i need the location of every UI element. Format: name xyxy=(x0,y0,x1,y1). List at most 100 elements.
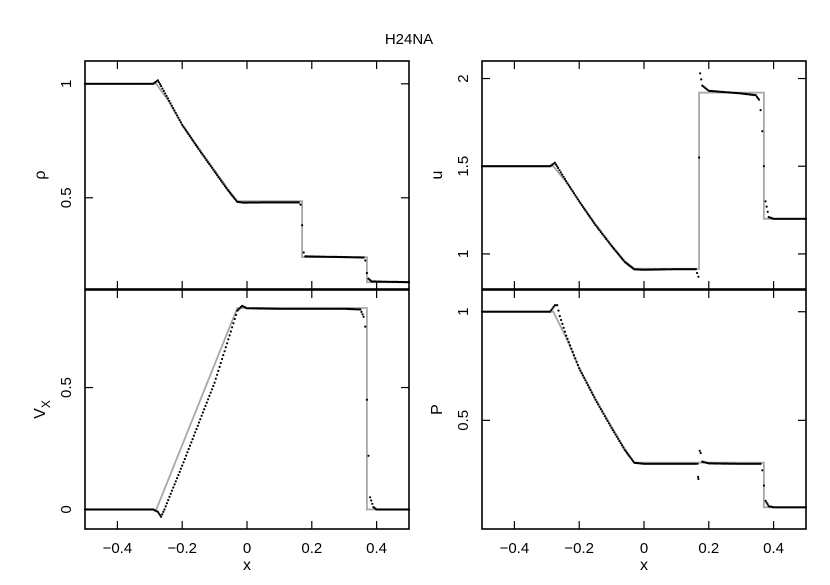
data-point xyxy=(589,216,592,219)
plot-frame xyxy=(84,289,410,530)
data-point xyxy=(597,227,600,230)
y-axis-label: P xyxy=(429,404,446,415)
data-point xyxy=(698,449,701,452)
data-point xyxy=(213,170,216,173)
data-point xyxy=(615,435,618,438)
data-point xyxy=(205,159,208,162)
data-point xyxy=(578,367,581,370)
data-point xyxy=(183,457,186,461)
data-point xyxy=(220,179,223,182)
data-point xyxy=(212,384,215,388)
y-axis-label: u xyxy=(429,171,446,180)
data-point xyxy=(159,514,162,517)
data-point xyxy=(204,157,207,160)
x-tick-label: 0.2 xyxy=(698,540,719,557)
data-point xyxy=(170,489,174,492)
data-point xyxy=(182,461,185,464)
data-point xyxy=(365,398,368,401)
data-point xyxy=(204,404,207,407)
data-point xyxy=(208,162,211,166)
data-point xyxy=(206,161,209,164)
data-point xyxy=(359,308,362,311)
data-point xyxy=(584,379,587,382)
data-point xyxy=(588,386,591,389)
data-point xyxy=(552,305,555,308)
data-point xyxy=(614,249,617,252)
data-point xyxy=(548,310,552,313)
data-point xyxy=(360,310,363,313)
data-point xyxy=(599,230,602,234)
data-point xyxy=(581,374,585,377)
data-point xyxy=(618,439,621,443)
data-point xyxy=(178,119,181,122)
data-point xyxy=(227,338,230,341)
data-point xyxy=(232,196,235,199)
data-point xyxy=(160,85,163,88)
data-point xyxy=(203,408,206,411)
data-point xyxy=(557,309,560,312)
data-point xyxy=(560,318,563,322)
data-point xyxy=(605,417,608,420)
data-point xyxy=(228,334,231,337)
data-point xyxy=(164,505,167,508)
plot-frame xyxy=(481,289,807,530)
data-point xyxy=(609,424,612,427)
exact-solution-line xyxy=(482,91,806,270)
data-point xyxy=(551,307,554,310)
plot-frame xyxy=(84,60,410,290)
data-point xyxy=(226,342,229,345)
data-point xyxy=(162,89,165,93)
data-point xyxy=(208,394,211,397)
data-point xyxy=(210,166,213,169)
data-point xyxy=(558,315,561,318)
data-point xyxy=(598,229,601,232)
data-point xyxy=(156,79,159,82)
exact-solution-line xyxy=(85,307,409,511)
data-point xyxy=(694,462,697,465)
data-point xyxy=(188,134,191,137)
data-point xyxy=(627,453,630,456)
x-tick-label: 0 xyxy=(640,540,648,557)
data-point xyxy=(561,322,564,325)
data-point xyxy=(571,350,574,353)
data-point xyxy=(556,165,559,168)
data-point xyxy=(201,411,204,414)
data-point xyxy=(371,502,374,505)
data-point xyxy=(580,203,583,207)
data-point xyxy=(216,373,219,376)
data-point xyxy=(302,251,305,254)
data-point xyxy=(620,444,624,447)
data-point xyxy=(585,381,588,384)
data-point xyxy=(629,456,632,459)
data-point xyxy=(192,434,195,437)
data-point xyxy=(364,325,367,328)
data-point xyxy=(184,129,187,132)
data-point xyxy=(764,200,767,203)
data-point xyxy=(299,203,302,206)
data-point xyxy=(218,365,221,368)
data-point xyxy=(234,313,238,316)
data-point xyxy=(190,441,193,444)
data-point xyxy=(765,205,768,208)
data-point xyxy=(562,326,565,329)
data-point xyxy=(759,462,762,465)
x-tick-label: −0.2 xyxy=(564,540,594,557)
data-point xyxy=(566,182,569,185)
data-point xyxy=(172,486,175,489)
data-point xyxy=(762,484,766,487)
data-point xyxy=(572,354,576,357)
data-point xyxy=(697,477,700,481)
data-point xyxy=(221,181,224,184)
data-point xyxy=(757,98,761,101)
y-tick-label: 1 xyxy=(455,308,472,316)
data-point xyxy=(205,401,208,404)
data-point xyxy=(565,180,568,183)
data-point xyxy=(365,271,368,275)
data-point xyxy=(186,131,189,134)
data-point xyxy=(223,185,227,188)
data-point xyxy=(186,451,189,454)
data-point xyxy=(599,408,602,411)
x-tick-label: 0.4 xyxy=(366,540,387,557)
data-point xyxy=(225,186,228,190)
data-point xyxy=(163,508,166,511)
